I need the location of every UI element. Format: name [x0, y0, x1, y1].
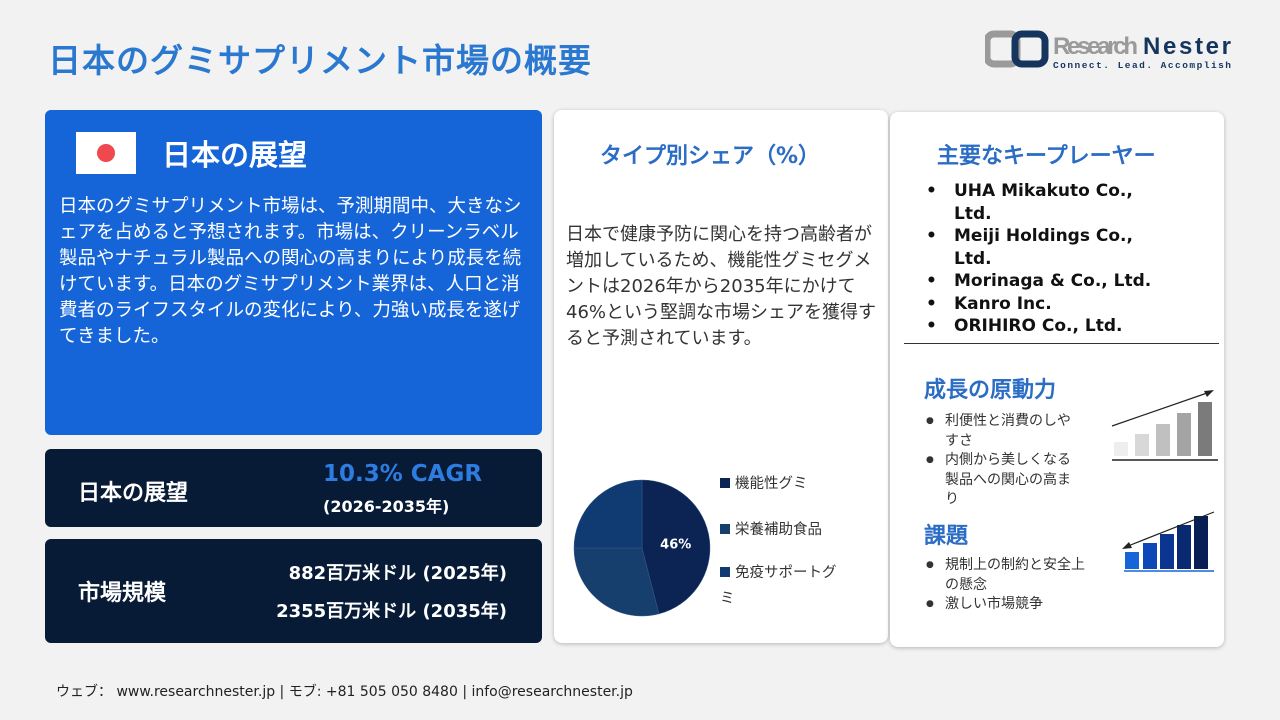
list-item: Morinaga & Co., Ltd. [926, 270, 1156, 293]
drivers-list: 利便性と消費のしやすさ 内側から美しくなる製品への関心の高まり [926, 412, 1081, 510]
challenge-chart-icon [1122, 511, 1215, 572]
legend-swatch [720, 478, 730, 488]
svg-text:Nester: Nester [1143, 33, 1231, 60]
footer-contact: ウェブ： www.researchnester.jp | モブ: +81 505… [56, 684, 633, 700]
page-title: 日本のグミサプリメント市場の概要 [48, 41, 592, 80]
pie-slice-1 [573, 547, 660, 617]
key-players-list: UHA Mikakuto Co., Ltd. Meiji Holdings Co… [926, 180, 1156, 338]
pie-chart: 46% [573, 479, 711, 617]
legend-item: 栄養補助食品 [720, 518, 822, 539]
type-share-heading: タイプ別シェア（%） [600, 144, 821, 169]
cagr-value: 10.3% CAGR [323, 461, 483, 487]
list-item: UHA Mikakuto Co., Ltd. [926, 180, 1156, 225]
cagr-period: (2026-2035年) [323, 497, 450, 516]
market-size-2025: 882百万米ドル (2025年) [288, 563, 507, 584]
drivers-heading: 成長の原動力 [924, 378, 1057, 403]
legend-swatch [720, 567, 730, 577]
challenges-list: 規制上の制約と安全上の懸念 激しい市場競争 [926, 556, 1086, 615]
type-share-text: 日本で健康予防に関心を持つ高齢者が増加しているため、機能性グミセグメントは202… [566, 224, 877, 349]
research-nester-logo: Research Nester Connect. Lead. Accomplis… [985, 30, 1231, 71]
divider [904, 343, 1219, 344]
list-item: Kanro Inc. [926, 293, 1156, 316]
list-item: ORIHIRO Co., Ltd. [926, 315, 1156, 338]
japan-flag-icon [76, 132, 136, 174]
list-item: 規制上の制約と安全上の懸念 [926, 556, 1086, 595]
pie-data-label: 46% [660, 538, 691, 553]
legend-item: 機能性グミ [720, 472, 808, 493]
outlook-panel: 日本の展望 日本のグミサプリメント市場は、予測期間中、大きなシェアを占めると予想… [45, 110, 542, 435]
outlook-text: 日本のグミサプリメント市場は、予測期間中、大きなシェアを占めると予想されます。市… [59, 196, 522, 347]
challenges-heading: 課題 [924, 524, 969, 549]
list-item: 内側から美しくなる製品への関心の高まり [926, 451, 1081, 510]
market-size-2035: 2355百万米ドル (2035年) [276, 601, 507, 622]
list-item: 激しい市場競争 [926, 595, 1086, 615]
market-size-panel: 市場規模 882百万米ドル (2025年) 2355百万米ドル (2035年) [45, 539, 542, 643]
key-players-heading: 主要なキープレーヤー [937, 144, 1156, 169]
outlook-heading: 日本の展望 [162, 138, 308, 172]
cagr-label: 日本の展望 [78, 481, 189, 506]
growth-chart-icon [1111, 390, 1218, 461]
pie-slice-0 [641, 479, 711, 615]
svg-text:Research: Research [1053, 33, 1138, 60]
type-share-panel: タイプ別シェア（%） 日本で健康予防に関心を持つ高齢者が増加しているため、機能性… [554, 110, 888, 643]
legend-item: 免疫サポートグミ [720, 565, 837, 607]
legend-swatch [720, 524, 730, 534]
pie-slice-2 [573, 479, 643, 549]
cagr-panel: 日本の展望 10.3% CAGR (2026-2035年) [45, 449, 542, 527]
list-item: 利便性と消費のしやすさ [926, 412, 1081, 451]
right-panel: 主要なキープレーヤー UHA Mikakuto Co., Ltd. Meiji … [890, 112, 1224, 647]
market-size-label: 市場規模 [78, 581, 167, 606]
svg-text:Connect. Lead. Accomplish: Connect. Lead. Accomplish [1053, 60, 1231, 71]
list-item: Meiji Holdings Co., Ltd. [926, 225, 1156, 270]
